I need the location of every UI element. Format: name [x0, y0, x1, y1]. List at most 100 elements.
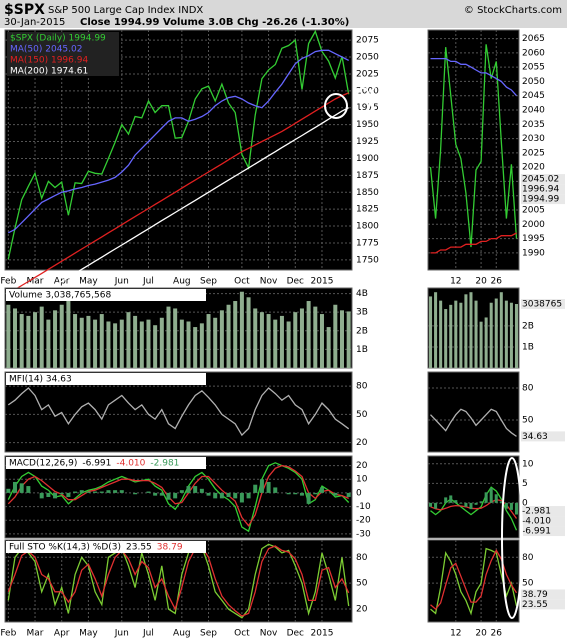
bar: [39, 492, 44, 499]
x-tick-label: Mar: [27, 277, 44, 287]
bar: [489, 488, 493, 503]
bar: [319, 314, 324, 368]
bar: [499, 292, 503, 368]
bar: [199, 323, 204, 368]
bar: [213, 317, 218, 368]
y-tick-label: 80: [356, 553, 368, 563]
plot-area: 1750 1775 1800 1825 1850 1875 1900 1925 1950 1975…: [0, 29, 565, 639]
y-tick-label: 2025: [522, 148, 545, 158]
bar: [286, 492, 291, 495]
line-series: [7, 107, 349, 315]
annotation-ellipse: [355, 87, 371, 115]
bar: [293, 492, 298, 495]
bar: [113, 323, 118, 368]
bar: [106, 490, 111, 493]
bar: [59, 304, 64, 368]
bar: [313, 492, 318, 495]
x-tick-label: Nov: [260, 629, 278, 639]
bar: [253, 308, 258, 368]
y-tick-label: 1995: [522, 234, 545, 244]
bar: [246, 492, 251, 499]
panel-title: Volume 3,038,765,568: [9, 291, 111, 301]
bar: [514, 304, 518, 368]
bar: [494, 494, 498, 503]
x-tick-label: 12: [450, 629, 461, 639]
y-tick-label: 50: [356, 410, 368, 420]
bar: [199, 488, 204, 493]
legend-background: [7, 65, 119, 76]
tag-background: [521, 526, 565, 537]
y-tick-label: -20: [356, 516, 371, 526]
bar: [233, 492, 238, 499]
bar: [474, 300, 478, 368]
bar: [146, 319, 151, 368]
bar: [46, 492, 51, 497]
value-tag: -2.981: [522, 507, 551, 517]
panel-title: Full STO %K(14,3) %D(3): [9, 543, 121, 553]
bar: [479, 501, 483, 503]
panel-background: [4, 539, 353, 623]
panel-title: MACD(12,26,9): [9, 459, 77, 469]
y-tick-label: 2005: [522, 206, 545, 216]
x-tick-label: Feb: [0, 277, 16, 287]
bar: [279, 315, 284, 368]
bar: [299, 492, 304, 496]
bar: [206, 314, 211, 368]
header-bar: [0, 0, 567, 28]
bar: [449, 304, 453, 368]
bar: [253, 484, 258, 493]
panel-title: MFI(14) 34.63: [9, 375, 72, 385]
panel-background: [427, 455, 520, 539]
bar: [66, 492, 71, 497]
y-tick-label: 2000: [522, 220, 545, 230]
y-tick-label: 4B: [356, 289, 368, 299]
bar: [469, 502, 473, 510]
y-tick-label: 2040: [522, 106, 545, 116]
y-tick-label: 2050: [356, 53, 379, 63]
line-series: [7, 29, 350, 260]
bar: [86, 491, 91, 493]
bar: [139, 321, 144, 368]
y-tick-label: 10: [522, 459, 534, 469]
x-tick-label: Jun: [114, 277, 129, 287]
y-tick-label: 2030: [522, 134, 545, 144]
line-series: [7, 545, 350, 617]
bar: [6, 488, 11, 493]
y-tick-label: 80: [356, 382, 368, 392]
x-tick-label: May: [79, 277, 98, 287]
legend-entry: 23.55: [126, 543, 152, 553]
bar: [434, 292, 438, 368]
bar: [113, 490, 118, 493]
y-tick-label: 1975: [356, 103, 379, 113]
bar: [226, 304, 231, 368]
panel-background: [4, 371, 353, 453]
value-tag: 23.55: [522, 600, 548, 610]
bar: [313, 306, 318, 368]
bar: [293, 312, 298, 368]
bar: [26, 486, 31, 493]
x-tick-label: Aug: [173, 277, 191, 287]
y-tick-label: 1775: [356, 238, 379, 248]
watermark: © StockCharts.com: [464, 5, 562, 16]
tag-background: [521, 516, 565, 527]
annotation-ellipse: [370, 85, 384, 113]
bar: [99, 491, 104, 493]
bar: [19, 483, 24, 493]
y-tick-label: 20: [356, 438, 368, 448]
stats: Close 1994.99 Volume 3.0B Chg -26.26 (-1…: [80, 17, 349, 28]
index-name: S&P 500 Large Cap Index INDX: [48, 5, 203, 16]
value-tag: 1996.94: [522, 185, 559, 195]
bar: [159, 492, 164, 496]
x-tick-label: Jul: [142, 277, 154, 287]
bar: [429, 502, 433, 507]
date: 30-Jan-2015: [4, 17, 65, 28]
bar: [494, 298, 498, 368]
x-tick-label: Nov: [260, 277, 278, 287]
annotation-ellipse: [501, 457, 523, 619]
x-tick-label: Jul: [142, 629, 154, 639]
bar: [186, 321, 191, 368]
bar: [19, 314, 24, 368]
line-series: [7, 464, 349, 527]
bar: [219, 492, 224, 499]
bar: [259, 479, 264, 493]
